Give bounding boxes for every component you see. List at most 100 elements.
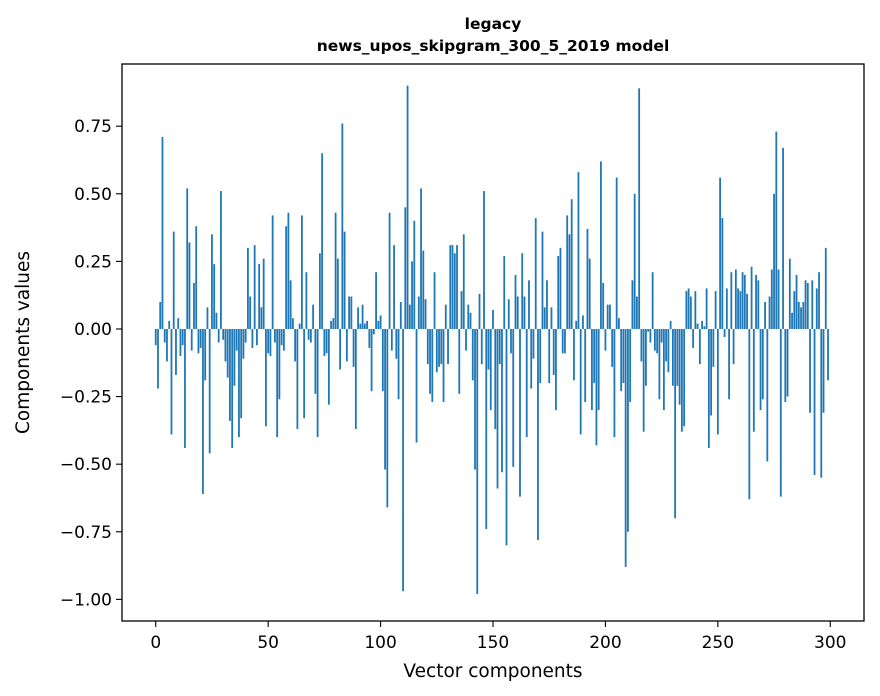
bar-18 — [195, 226, 198, 329]
bar-181 — [561, 328, 564, 354]
bar-93 — [363, 323, 366, 329]
bar-208 — [622, 328, 625, 384]
bar-54 — [276, 328, 279, 438]
bar-279 — [782, 147, 784, 329]
bar-104 — [388, 212, 391, 329]
bar-170 — [537, 328, 539, 540]
bar-82 — [339, 328, 341, 370]
bar-37 — [238, 328, 240, 438]
bar-28 — [217, 328, 220, 343]
bar-193 — [588, 258, 591, 329]
bar-92 — [361, 304, 364, 329]
bar-290 — [806, 283, 809, 329]
bar-30 — [222, 328, 225, 340]
bar-67 — [305, 272, 308, 329]
bar-22 — [204, 328, 207, 381]
bar-136 — [460, 291, 463, 329]
bar-239 — [692, 328, 695, 348]
bar-111 — [404, 207, 407, 329]
bar-257 — [732, 328, 735, 365]
bar-194 — [591, 328, 593, 411]
x-axis-label: Vector components — [403, 661, 582, 682]
bar-154 — [501, 328, 503, 473]
bar-218 — [645, 328, 647, 386]
bar-95 — [368, 328, 371, 348]
bar-125 — [435, 328, 438, 373]
bar-series — [154, 85, 829, 594]
bar-266 — [752, 328, 755, 432]
bar-267 — [755, 274, 757, 329]
bar-130 — [447, 328, 449, 365]
bar-253 — [723, 328, 726, 338]
bar-145 — [480, 328, 483, 365]
bar-15 — [188, 242, 191, 329]
bar-60 — [289, 280, 292, 329]
bar-127 — [440, 328, 443, 365]
bar-105 — [390, 328, 393, 351]
bar-148 — [487, 328, 490, 370]
bar-278 — [779, 328, 782, 497]
bar-4 — [163, 328, 166, 343]
bar-234 — [680, 328, 683, 432]
bar-163 — [521, 253, 524, 329]
bar-155 — [503, 255, 506, 329]
bar-293 — [813, 328, 816, 475]
bar-7 — [170, 328, 173, 435]
bar-129 — [444, 304, 447, 329]
bar-229 — [669, 320, 672, 329]
bar-225 — [660, 328, 663, 343]
bar-287 — [800, 307, 802, 329]
bar-177 — [552, 328, 555, 375]
bar-199 — [602, 283, 605, 329]
bar-176 — [550, 307, 553, 329]
bar-190 — [582, 315, 584, 329]
y-axis-ticks: −1.00 −0.75 −0.50 −0.25 0.00 0.25 0.50 0.75 — [60, 117, 122, 610]
bar-109 — [399, 301, 402, 329]
bar-275 — [773, 193, 775, 329]
bar-249 — [714, 291, 717, 329]
bar-233 — [678, 328, 681, 405]
bar-296 — [820, 328, 823, 478]
bar-80 — [334, 212, 337, 329]
bar-183 — [566, 215, 569, 329]
bar-298 — [824, 247, 827, 329]
bar-173 — [543, 307, 546, 329]
bar-251 — [719, 177, 721, 329]
bar-62 — [294, 328, 297, 362]
bar-191 — [584, 328, 587, 402]
bar-241 — [696, 323, 699, 329]
bar-162 — [519, 328, 521, 497]
x-tick-label: 100 — [364, 633, 396, 653]
bar-141 — [471, 328, 474, 381]
bar-39 — [242, 328, 245, 359]
bar-166 — [528, 280, 530, 329]
bar-259 — [737, 288, 739, 329]
bar-246 — [707, 328, 710, 448]
bar-85 — [345, 328, 348, 362]
bar-5 — [166, 328, 168, 362]
bar-88 — [352, 328, 355, 367]
bar-270 — [761, 328, 764, 400]
bar-226 — [662, 328, 665, 411]
bar-123 — [431, 328, 434, 402]
bar-106 — [393, 245, 395, 329]
bar-250 — [716, 328, 719, 435]
bar-55 — [278, 328, 281, 400]
bar-32 — [226, 328, 229, 378]
bar-2 — [159, 301, 162, 329]
bar-42 — [249, 296, 252, 329]
bar-291 — [809, 328, 811, 413]
bar-156 — [505, 328, 508, 546]
x-tick-label: 50 — [257, 633, 279, 653]
bar-263 — [746, 293, 748, 329]
bar-271 — [764, 301, 766, 329]
bar-217 — [642, 328, 645, 432]
bar-147 — [485, 328, 488, 530]
bar-281 — [786, 328, 789, 397]
bar-86 — [348, 296, 350, 329]
bar-286 — [797, 301, 800, 329]
bar-98 — [375, 272, 377, 329]
bar-188 — [577, 172, 580, 329]
bar-201 — [606, 304, 609, 329]
bar-256 — [730, 272, 733, 329]
